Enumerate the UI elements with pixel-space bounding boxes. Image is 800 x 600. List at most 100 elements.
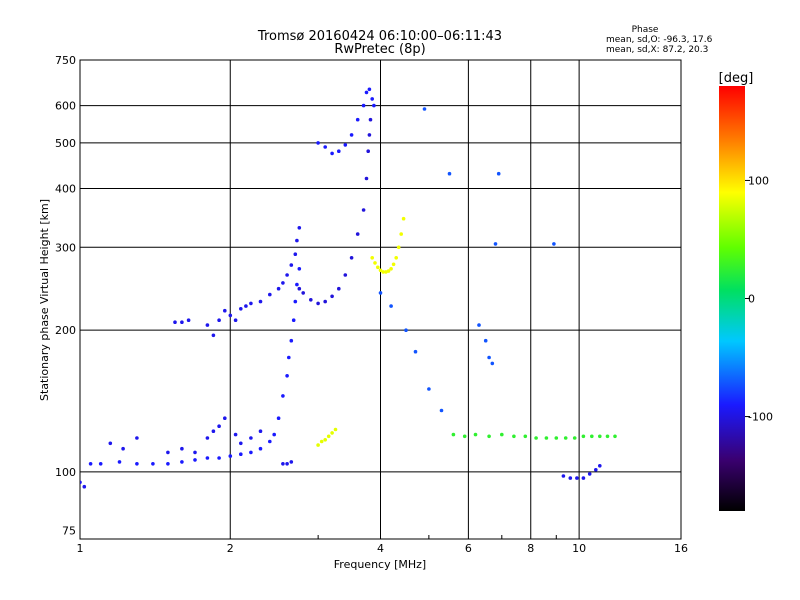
- echo-point: [337, 149, 341, 153]
- echo-point: [228, 454, 233, 458]
- echo-point: [108, 441, 113, 446]
- echo-point: [223, 416, 227, 421]
- echo-point: [399, 232, 404, 236]
- echo-point: [205, 436, 210, 440]
- echo-point: [367, 87, 372, 92]
- echo-point: [289, 263, 294, 267]
- echo-point: [568, 476, 573, 480]
- y-tick-label: 200: [55, 324, 76, 337]
- echo-point: [473, 432, 478, 437]
- echo-point: [88, 462, 93, 466]
- echo-point: [211, 429, 216, 434]
- echo-point: [297, 267, 302, 271]
- echo-point: [289, 460, 294, 464]
- x-tick-label: 6: [465, 542, 472, 555]
- echo-point: [372, 103, 376, 108]
- echo-point: [323, 438, 328, 442]
- echo-point: [272, 432, 277, 437]
- echo-point: [316, 141, 320, 145]
- x-tick-label: 8: [527, 542, 534, 555]
- echo-point: [587, 472, 592, 476]
- echo-point: [249, 450, 253, 455]
- colorbar-label: [deg]: [719, 71, 754, 86]
- echo-point: [211, 333, 216, 338]
- echo-point: [135, 436, 139, 440]
- echo-point: [364, 176, 369, 181]
- x-tick-label: 10: [572, 542, 586, 555]
- echo-point: [301, 291, 306, 295]
- echo-point: [563, 436, 568, 440]
- echo-point: [326, 434, 331, 439]
- echo-point: [228, 313, 233, 318]
- y-tick-label: 75: [62, 525, 76, 538]
- echo-point: [389, 304, 393, 308]
- echo-point: [605, 434, 610, 439]
- colorbar: [719, 86, 745, 511]
- echo-point: [493, 242, 498, 246]
- echo-point: [166, 462, 170, 466]
- echo-point: [451, 432, 456, 437]
- echo-point: [233, 318, 238, 323]
- phase-stats-heading: Phase: [632, 25, 659, 35]
- echo-point: [244, 304, 248, 308]
- x-tick-label: 4: [377, 542, 384, 555]
- echo-point: [186, 318, 191, 323]
- echo-point: [613, 434, 617, 439]
- x-axis: 1 2 4 6 8 10 16: [77, 535, 688, 555]
- y-tick-label: 300: [55, 241, 76, 254]
- echo-point: [135, 462, 139, 466]
- echo-point: [258, 299, 263, 304]
- echo-point: [401, 216, 406, 221]
- echo-point: [512, 434, 516, 439]
- echo-point: [594, 468, 598, 472]
- echo-point: [249, 436, 253, 440]
- echo-point: [289, 338, 294, 343]
- echo-point: [544, 436, 549, 440]
- chart-subtitle: RwPretec (8p): [334, 42, 425, 57]
- grid-lines: [80, 60, 681, 539]
- echo-point: [343, 273, 348, 277]
- echo-point: [117, 460, 122, 464]
- echo-point: [376, 265, 380, 270]
- echo-point: [355, 117, 360, 122]
- colorbar-tick-label: -100: [748, 411, 773, 424]
- echo-point: [293, 252, 298, 256]
- echo-point: [239, 307, 243, 311]
- echo-point: [349, 255, 354, 260]
- echo-point: [316, 301, 320, 306]
- echo-point: [413, 349, 418, 354]
- echo-point: [487, 355, 491, 360]
- echo-point: [378, 268, 383, 273]
- echo-point: [295, 282, 299, 287]
- echo-point: [291, 318, 296, 323]
- echo-point: [295, 238, 299, 243]
- echo-point: [316, 443, 320, 447]
- colorbar-tick-label: 0: [748, 293, 755, 306]
- echo-point: [373, 261, 377, 265]
- chart-title: Tromsø 20160424 06:10:00–06:11:43: [257, 29, 502, 44]
- echo-point: [575, 476, 579, 480]
- echo-point: [337, 286, 341, 291]
- echo-point: [281, 462, 285, 466]
- echo-point: [323, 145, 328, 149]
- y-axis: 75 100 200 300 400 500 600 750: [55, 54, 76, 538]
- echo-point: [173, 320, 177, 325]
- echo-point: [180, 446, 184, 451]
- echo-point: [381, 270, 386, 274]
- echo-point: [285, 462, 289, 466]
- echo-point: [297, 226, 302, 230]
- x-tick-label: 2: [227, 542, 234, 555]
- echo-point: [389, 267, 393, 271]
- echo-point: [193, 450, 197, 455]
- echo-point: [366, 149, 371, 153]
- echo-point: [590, 434, 594, 439]
- echo-point: [285, 273, 289, 277]
- echo-point: [439, 408, 444, 413]
- echo-point: [367, 133, 372, 137]
- echo-point: [217, 424, 221, 429]
- echo-point: [343, 143, 348, 147]
- x-tick-label: 16: [674, 542, 688, 555]
- echo-point: [496, 171, 501, 176]
- echo-point: [370, 97, 375, 101]
- echo-point: [404, 328, 408, 333]
